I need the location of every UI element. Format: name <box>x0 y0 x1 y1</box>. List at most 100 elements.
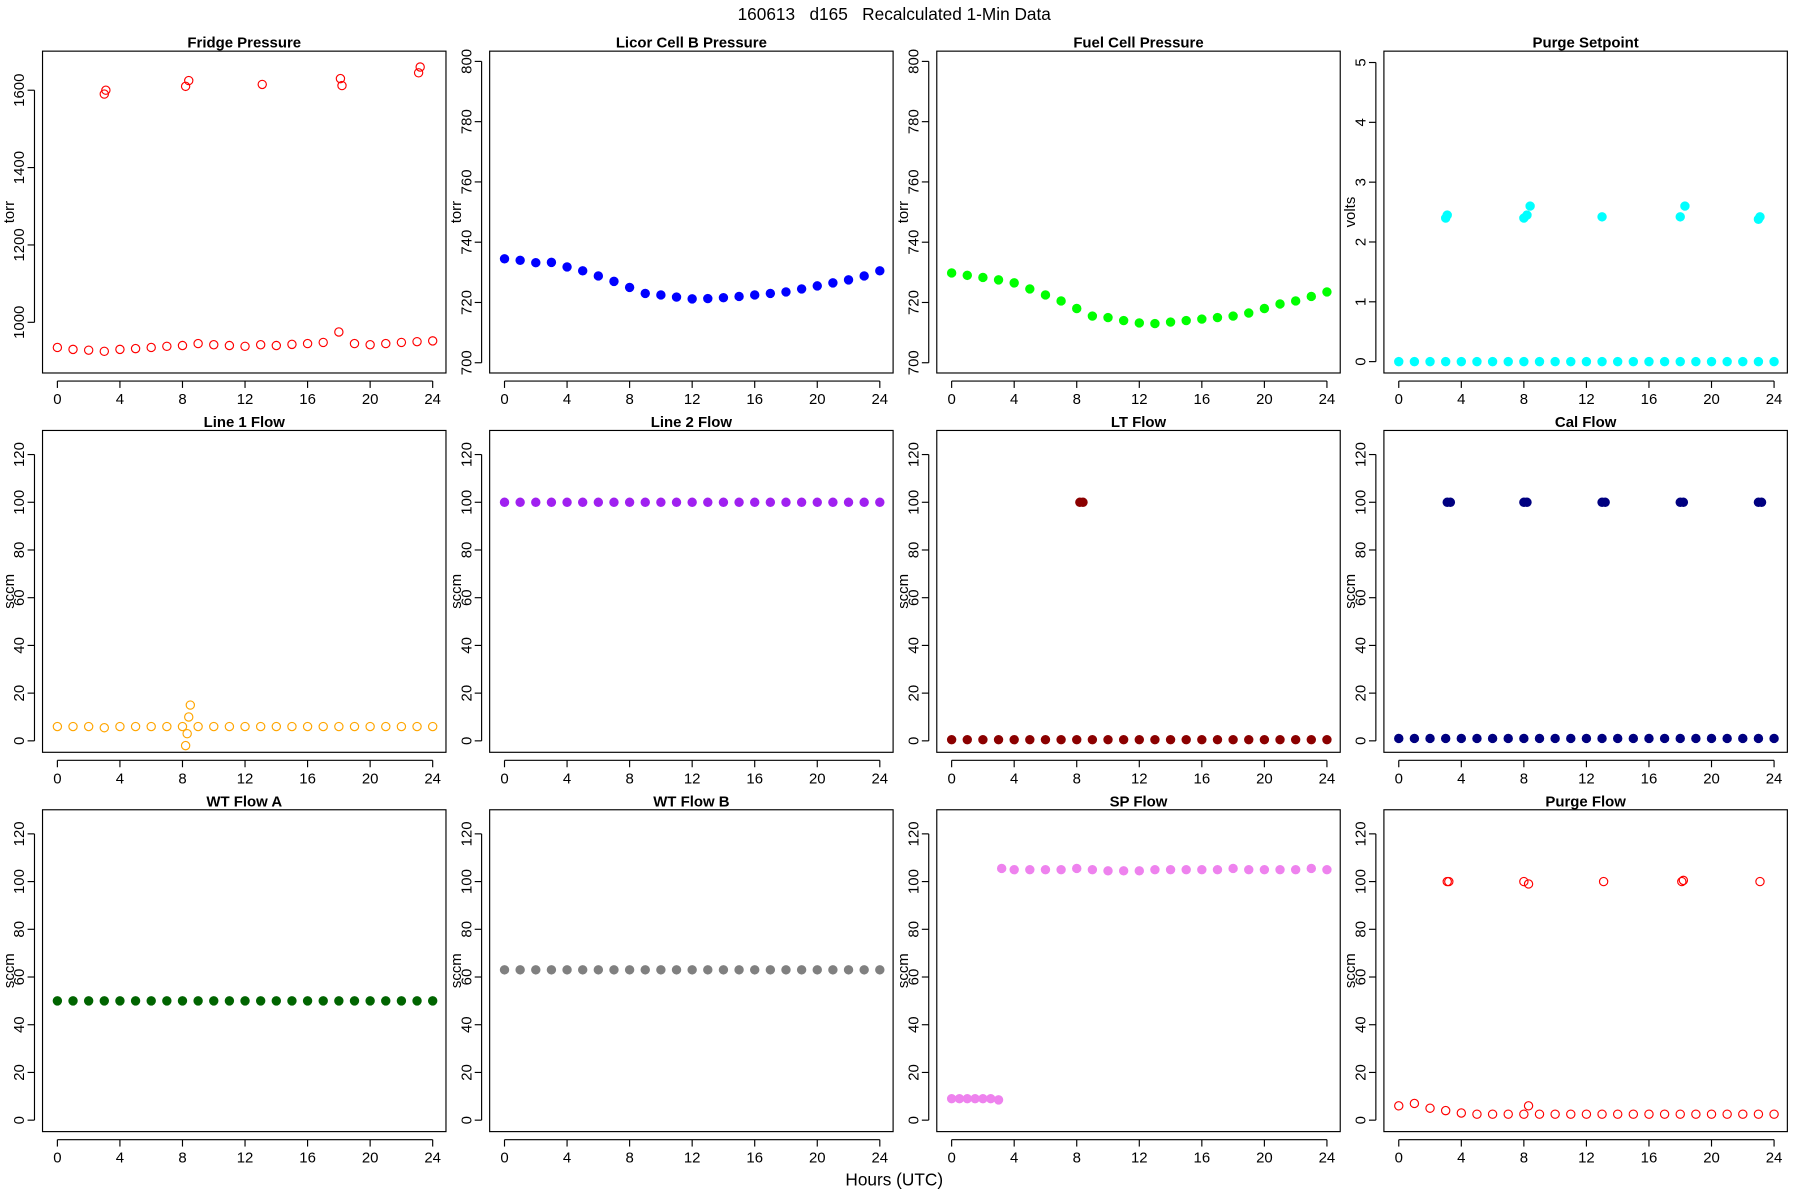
y-tick-label: 120 <box>1353 821 1370 846</box>
x-tick-label: 20 <box>809 391 826 408</box>
point <box>703 965 713 975</box>
point <box>1722 1109 1732 1119</box>
x-tick-label: 0 <box>1395 391 1403 408</box>
plot-frame <box>489 809 894 1133</box>
point <box>1056 734 1066 745</box>
point <box>718 965 729 975</box>
point <box>1597 733 1607 744</box>
point <box>577 497 588 507</box>
point <box>531 257 541 268</box>
point <box>962 734 972 745</box>
x-tick-label: 8 <box>625 391 633 408</box>
x-tick-label: 0 <box>53 770 61 787</box>
x-tick-label: 20 <box>1703 770 1720 787</box>
point <box>1322 287 1332 297</box>
point <box>396 337 407 348</box>
point <box>1769 1109 1779 1119</box>
point <box>1197 314 1207 324</box>
point <box>1691 356 1701 367</box>
point <box>177 721 188 732</box>
y-axis-label: torr <box>448 201 465 223</box>
point <box>749 290 760 300</box>
x-tick-label: 4 <box>1010 1150 1018 1167</box>
y-tick-label: 5 <box>1353 58 1370 66</box>
point <box>515 255 525 265</box>
point <box>1322 734 1332 745</box>
y-tick-label: 60 <box>905 589 922 606</box>
point <box>499 965 510 975</box>
y-tick-label: 720 <box>458 290 475 315</box>
point <box>427 996 438 1006</box>
point <box>1472 356 1482 367</box>
plot-frame <box>1383 809 1788 1133</box>
point <box>687 294 697 304</box>
point <box>718 497 729 507</box>
point <box>1628 1109 1639 1119</box>
point <box>1150 864 1160 875</box>
plot-frame <box>936 429 1341 753</box>
y-tick-label: 1200 <box>11 228 28 261</box>
point <box>146 342 156 353</box>
y-tick-label: 20 <box>458 1064 475 1081</box>
panel-title: WT Flow B <box>653 793 730 810</box>
point <box>1259 303 1270 314</box>
point <box>1523 1101 1534 1111</box>
point <box>1612 1109 1623 1119</box>
point <box>993 734 1004 745</box>
y-tick-label: 740 <box>458 230 475 255</box>
y-tick-label: 0 <box>905 1116 922 1124</box>
x-tick-label: 24 <box>1766 770 1783 787</box>
y-tick-label: 80 <box>458 542 475 559</box>
x-tick-label: 8 <box>1520 1150 1528 1167</box>
point <box>781 965 791 975</box>
x-tick-label: 12 <box>684 391 701 408</box>
y-tick-label: 60 <box>11 589 28 606</box>
x-tick-label: 20 <box>809 770 826 787</box>
y-tick-label: 0 <box>11 737 28 745</box>
point <box>671 965 682 975</box>
point <box>335 73 346 84</box>
y-tick-label: 0 <box>458 737 475 745</box>
point <box>1425 733 1435 744</box>
point <box>546 965 557 975</box>
x-tick-label: 12 <box>237 770 254 787</box>
y-axis-label: sccm <box>1 953 18 988</box>
plot-frame <box>1383 429 1788 753</box>
point <box>287 996 297 1006</box>
y-tick-label: 1400 <box>11 151 28 184</box>
point <box>255 721 266 732</box>
panel-title: Fuel Cell Pressure <box>1073 35 1203 52</box>
point <box>1212 312 1223 323</box>
x-tick-label: 20 <box>362 391 379 408</box>
point <box>1678 875 1689 886</box>
point <box>1680 201 1690 211</box>
point <box>1212 734 1223 745</box>
point <box>1678 497 1689 507</box>
point <box>1523 879 1534 889</box>
point <box>765 965 776 975</box>
point <box>1503 733 1513 744</box>
x-tick-label: 24 <box>1766 1150 1783 1167</box>
point <box>130 343 141 354</box>
point <box>224 996 235 1006</box>
point <box>1597 1109 1607 1119</box>
point <box>718 292 729 303</box>
y-tick-label: 1600 <box>11 74 28 107</box>
point <box>1456 356 1467 367</box>
x-tick-label: 16 <box>1641 770 1658 787</box>
panel-title: Line 1 Flow <box>204 414 286 431</box>
y-tick-label: 120 <box>11 442 28 467</box>
point <box>396 721 407 732</box>
x-tick-label: 4 <box>1010 391 1018 408</box>
point <box>978 734 988 745</box>
point <box>1228 734 1238 745</box>
point <box>1534 1109 1545 1119</box>
point <box>1691 733 1701 744</box>
point <box>1581 1109 1592 1119</box>
y-tick-label: 800 <box>905 49 922 74</box>
point <box>593 965 604 975</box>
x-tick-label: 4 <box>563 1150 571 1167</box>
point <box>562 497 572 507</box>
x-tick-label: 12 <box>684 770 701 787</box>
point <box>843 497 854 507</box>
